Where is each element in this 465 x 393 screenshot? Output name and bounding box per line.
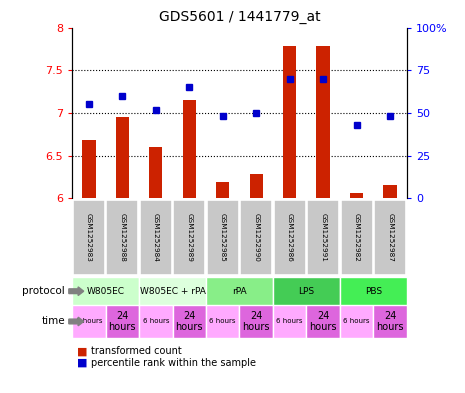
Text: 24
hours: 24 hours	[309, 311, 337, 332]
Text: GSM1252987: GSM1252987	[387, 213, 393, 262]
Text: GSM1252990: GSM1252990	[253, 213, 259, 262]
Bar	[72, 277, 139, 305]
Bar	[206, 277, 273, 305]
Bar	[106, 305, 139, 338]
Bar	[317, 46, 330, 198]
Text: GSM1252988: GSM1252988	[120, 213, 125, 262]
Text: percentile rank within the sample: percentile rank within the sample	[91, 358, 256, 368]
Bar	[306, 305, 340, 338]
Bar	[149, 147, 162, 198]
Text: GSM1252989: GSM1252989	[186, 213, 192, 262]
Text: time: time	[41, 316, 65, 327]
Bar	[82, 140, 95, 198]
Bar	[206, 200, 239, 275]
Text: GSM1252983: GSM1252983	[86, 213, 92, 262]
Text: 6 hours: 6 hours	[277, 318, 303, 325]
Text: 6 hours: 6 hours	[76, 318, 102, 325]
Text: ■: ■	[77, 358, 87, 368]
Bar	[340, 200, 373, 275]
Text: GSM1252985: GSM1252985	[220, 213, 226, 262]
Text: 24
hours: 24 hours	[242, 311, 270, 332]
Bar	[374, 200, 406, 275]
Text: GSM1252982: GSM1252982	[354, 213, 359, 262]
Bar	[116, 117, 129, 198]
Bar	[273, 200, 306, 275]
Text: 24
hours: 24 hours	[108, 311, 136, 332]
Bar	[183, 100, 196, 198]
Text: 24
hours: 24 hours	[376, 311, 404, 332]
Bar	[73, 200, 105, 275]
Text: GSM1252991: GSM1252991	[320, 213, 326, 262]
Text: transformed count: transformed count	[91, 346, 181, 356]
Bar	[239, 305, 273, 338]
Bar	[307, 200, 339, 275]
Bar	[173, 200, 206, 275]
Text: LPS: LPS	[299, 287, 314, 296]
Text: W805EC + rPA: W805EC + rPA	[140, 287, 206, 296]
Bar	[350, 193, 363, 198]
Bar	[283, 46, 296, 198]
Text: PBS: PBS	[365, 287, 382, 296]
Bar	[139, 305, 173, 338]
Bar	[250, 174, 263, 198]
Text: 6 hours: 6 hours	[143, 318, 169, 325]
Bar	[206, 305, 239, 338]
Bar	[216, 182, 229, 198]
Text: 6 hours: 6 hours	[210, 318, 236, 325]
Bar	[273, 305, 306, 338]
Text: protocol: protocol	[22, 286, 65, 296]
Title: GDS5601 / 1441779_at: GDS5601 / 1441779_at	[159, 10, 320, 24]
Text: GSM1252986: GSM1252986	[287, 213, 292, 262]
Bar	[240, 200, 272, 275]
Text: GSM1252984: GSM1252984	[153, 213, 159, 262]
Text: W805EC: W805EC	[86, 287, 125, 296]
Bar	[384, 185, 397, 198]
Text: 24
hours: 24 hours	[175, 311, 203, 332]
Bar	[340, 305, 373, 338]
Bar	[140, 200, 172, 275]
Bar	[106, 200, 139, 275]
Bar	[273, 277, 340, 305]
Bar	[72, 305, 106, 338]
Bar	[340, 277, 407, 305]
Text: rPA: rPA	[232, 287, 247, 296]
Bar	[139, 277, 206, 305]
Bar	[173, 305, 206, 338]
Text: 6 hours: 6 hours	[344, 318, 370, 325]
Bar	[373, 305, 407, 338]
Text: ■: ■	[77, 346, 87, 356]
